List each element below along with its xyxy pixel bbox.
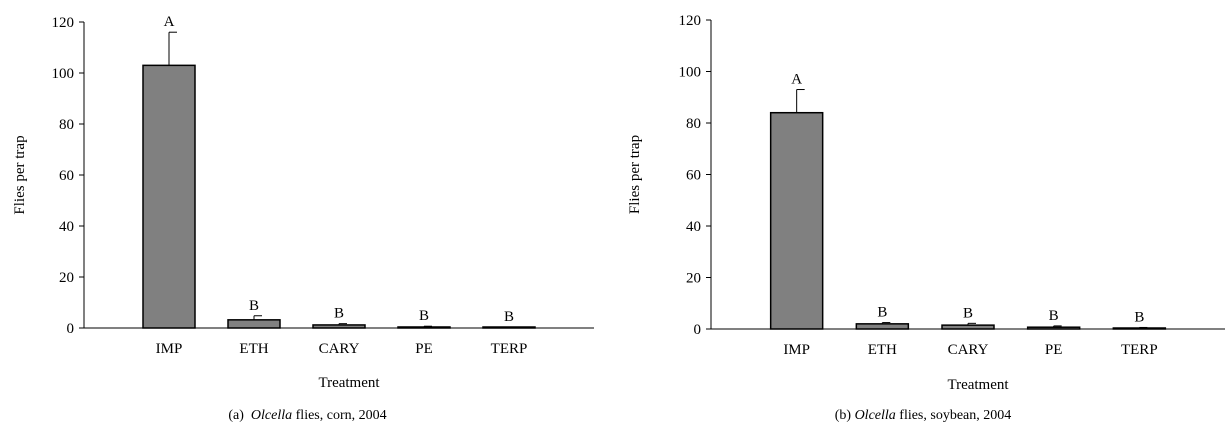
caption-b-text: flies, soybean, 2004: [899, 408, 1012, 423]
significance-letter: B: [419, 308, 429, 324]
y-tick-label: 100: [679, 65, 702, 81]
caption-b-label: (b): [834, 408, 852, 423]
x-axis-label: Treatment: [318, 375, 380, 391]
caption-b: (b) Olcella flies, soybean, 2004: [615, 408, 1231, 424]
y-axis-label: Flies per trap: [12, 135, 28, 214]
y-tick-label: 80: [59, 117, 74, 133]
bar-pe: [397, 326, 451, 329]
chart-b: 0 20 40 60 80 100 120 Flies per trap A IMP B ETH B CA…: [627, 13, 1225, 393]
bar-eth: [855, 323, 910, 330]
bar-cary: [941, 324, 995, 330]
significance-letter: B: [504, 309, 514, 325]
chart-panel-a: 0 20 40 60 80 100 120 Flies per trap A IMP B ETH B CA…: [0, 0, 615, 435]
y-tick-label: 100: [52, 66, 75, 82]
y-tick-label: 60: [59, 168, 74, 184]
significance-letter: B: [963, 305, 973, 321]
x-tick-label: IMP: [783, 342, 810, 358]
significance-letter: B: [877, 305, 887, 321]
x-tick-label: CARY: [319, 341, 360, 357]
y-tick-label: 0: [694, 322, 702, 338]
significance-letter: B: [1134, 309, 1144, 325]
significance-letter: B: [334, 306, 344, 322]
y-tick-label: 40: [59, 219, 74, 235]
caption-a-text: flies, corn, 2004: [295, 408, 387, 423]
y-tick-label: 40: [686, 219, 701, 235]
y-tick-label: 0: [67, 321, 75, 337]
caption-a-label: (a): [228, 408, 244, 423]
y-tick-label: 80: [686, 116, 701, 132]
x-tick-label: IMP: [156, 341, 183, 357]
y-tick-label: 120: [679, 13, 702, 29]
y-tick-label: 120: [52, 15, 75, 31]
x-axis-label: Treatment: [947, 377, 1009, 393]
y-axis-label: Flies per trap: [627, 135, 643, 214]
significance-letter: A: [164, 14, 175, 30]
significance-letter: A: [791, 72, 802, 88]
x-tick-label: PE: [415, 341, 433, 357]
x-tick-label: ETH: [239, 341, 268, 357]
chart-a: 0 20 40 60 80 100 120 Flies per trap A IMP B ETH B CA…: [12, 14, 594, 391]
caption-a-genus: Olcella: [250, 408, 293, 423]
x-tick-label: TERP: [491, 341, 528, 357]
caption-a: (a) Olcella flies, corn, 2004: [0, 408, 615, 424]
caption-b-genus: Olcella: [854, 408, 896, 423]
bar-imp: [769, 111, 824, 330]
y-tick-label: 60: [686, 168, 701, 184]
bar-eth: [227, 319, 281, 329]
y-tick-label: 20: [59, 270, 74, 286]
significance-letter: B: [1049, 308, 1059, 324]
x-tick-label: ETH: [868, 342, 897, 358]
x-tick-label: CARY: [948, 342, 989, 358]
x-tick-label: TERP: [1121, 342, 1158, 358]
bar-imp: [142, 64, 196, 329]
y-tick-label: 20: [686, 271, 701, 287]
significance-letter: B: [249, 298, 259, 314]
bar-cary: [312, 324, 366, 329]
bar-pe: [1026, 326, 1081, 330]
x-tick-label: PE: [1045, 342, 1063, 358]
chart-panel-b: 0 20 40 60 80 100 120 Flies per trap A IMP B ETH B CA…: [615, 0, 1231, 435]
